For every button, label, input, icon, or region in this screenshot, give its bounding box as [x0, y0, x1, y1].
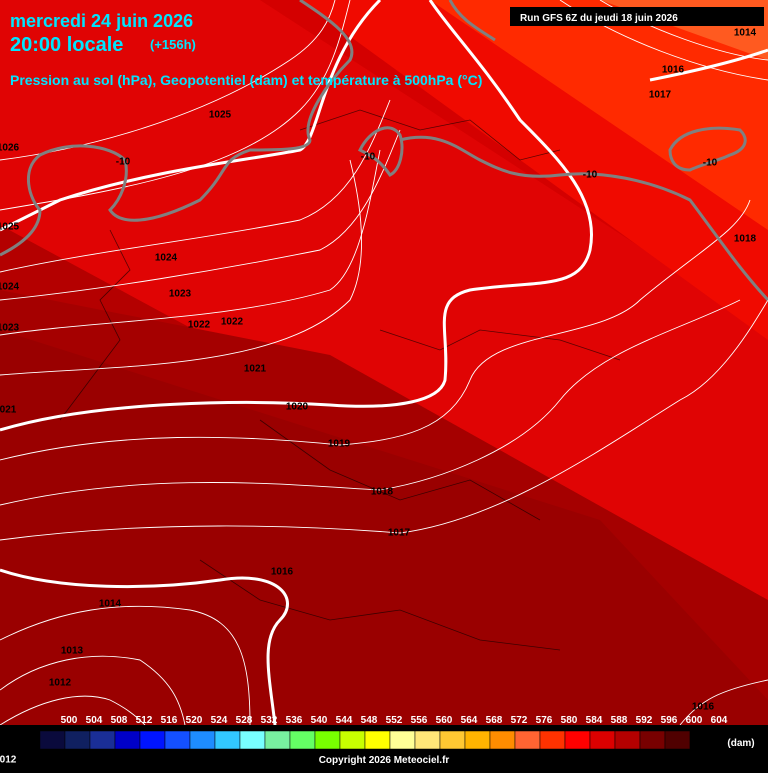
subtitle: Pression au sol (hPa), Geopotentiel (dam… [10, 72, 482, 88]
legend-swatch [239, 730, 266, 750]
legend-swatch [614, 730, 641, 750]
legend-unit: (dam) [727, 738, 754, 749]
legend-label: 548 [361, 715, 378, 726]
legend-swatch [114, 730, 141, 750]
legend-label: 592 [636, 715, 653, 726]
isobar-label: 1016 [662, 65, 685, 76]
run-box [510, 7, 764, 26]
isobar-label: 1021 [244, 364, 267, 375]
legend-label: 596 [661, 715, 678, 726]
legend-swatch [539, 730, 566, 750]
legend-label: 540 [311, 715, 328, 726]
legend-swatch [589, 730, 616, 750]
legend-label: 580 [561, 715, 578, 726]
legend-label: 556 [411, 715, 428, 726]
isobar-label: 1017 [649, 90, 672, 101]
geopotential-label: -10 [583, 170, 598, 181]
isobar-label: 1025 [0, 222, 20, 233]
isobar-label: 1014 [99, 599, 122, 610]
isobar-label: 1018 [734, 234, 757, 245]
isobar-label: 1026 [0, 143, 20, 154]
legend-label: 508 [111, 715, 128, 726]
isobar-label: 1016 [271, 567, 294, 578]
isobar-label: 1024 [155, 253, 178, 264]
isobar-label: 1012 [49, 678, 72, 689]
legend-label: 536 [286, 715, 303, 726]
isobar-label: 1014 [734, 28, 757, 39]
geopotential-label: -10 [116, 157, 131, 168]
legend-swatch [264, 730, 291, 750]
legend-swatch [64, 730, 91, 750]
legend-swatch [464, 730, 491, 750]
legend-swatch [89, 730, 116, 750]
legend-swatch [414, 730, 441, 750]
legend-swatch [689, 730, 716, 750]
lead-time: (+156h) [150, 37, 196, 52]
legend-label: 584 [586, 715, 603, 726]
isobar-label: 1022 [188, 320, 211, 331]
legend-label: 564 [461, 715, 478, 726]
isobar-label: 1023 [0, 323, 20, 334]
legend-swatch [564, 730, 591, 750]
isobar-label: 1020 [286, 402, 309, 413]
legend-swatch [364, 730, 391, 750]
legend-label: 576 [536, 715, 553, 726]
legend-label: 504 [86, 715, 103, 726]
legend-label: 532 [261, 715, 278, 726]
isobar-label: 1024 [0, 282, 20, 293]
legend-label: 544 [336, 715, 353, 726]
isobar-label: 1017 [388, 528, 411, 539]
legend-label: 520 [186, 715, 203, 726]
legend-label: 572 [511, 715, 528, 726]
legend-swatch [339, 730, 366, 750]
legend-swatch [314, 730, 341, 750]
legend-swatch [189, 730, 216, 750]
legend-label: 528 [236, 715, 253, 726]
legend-swatch [389, 730, 416, 750]
legend-label: 552 [386, 715, 403, 726]
legend-swatch [514, 730, 541, 750]
isobar-label: 1023 [169, 289, 192, 300]
legend-swatch [39, 730, 66, 750]
legend-swatch [439, 730, 466, 750]
isobar-label: 1025 [209, 110, 232, 121]
legend-swatch [289, 730, 316, 750]
legend-swatch [639, 730, 666, 750]
legend-label: 600 [686, 715, 703, 726]
legend-swatch [164, 730, 191, 750]
isobar-label: 1013 [61, 646, 84, 657]
geopotential-label: -10 [703, 158, 718, 169]
run-info: Run GFS 6Z du jeudi 18 juin 2026 [520, 13, 678, 24]
date: mercredi 24 juin 2026 [10, 11, 193, 31]
geopotential-label: -10 [361, 152, 376, 163]
legend-label: 588 [611, 715, 628, 726]
legend-swatch [489, 730, 516, 750]
isobar-label: 1019 [328, 439, 351, 450]
geopotential-contours [0, 0, 768, 302]
legend-swatch [214, 730, 241, 750]
legend-label: 568 [486, 715, 503, 726]
legend-label: 500 [61, 715, 78, 726]
legend-label: 524 [211, 715, 228, 726]
legend-label: 512 [136, 715, 153, 726]
isobar-label: 1018 [371, 487, 394, 498]
isobar-label: 021 [0, 405, 17, 416]
isobar-labels: 1014 1016 1017 1025 1026 -10 -10 -10 -10… [0, 28, 757, 713]
legend-label: 604 [711, 715, 728, 726]
isobar-label: 1022 [221, 317, 244, 328]
header: mercredi 24 juin 2026 20:00 locale (+156… [10, 7, 764, 88]
legend: (dam) Copyright 2026 Meteociel.fr 012 50… [0, 715, 768, 768]
isobar-label: 1016 [692, 702, 715, 713]
legend-swatch [664, 730, 691, 750]
isobars [0, 0, 768, 726]
copyright: Copyright 2026 Meteociel.fr [319, 755, 450, 766]
legend-swatch [139, 730, 166, 750]
isobar-label: 012 [0, 755, 17, 766]
coastlines [59, 109, 621, 651]
legend-label: 560 [436, 715, 453, 726]
time: 20:00 locale [10, 34, 123, 56]
temperature-bands [0, 0, 768, 725]
legend-label: 516 [161, 715, 178, 726]
